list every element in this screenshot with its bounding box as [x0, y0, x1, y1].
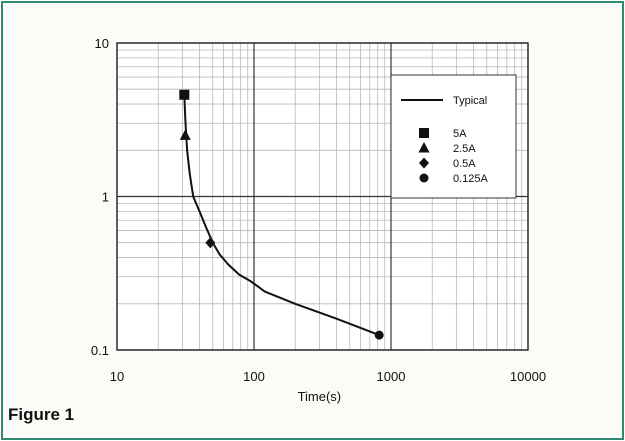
y-tick-label: 1 — [102, 190, 109, 205]
x-tick-label: 100 — [243, 369, 265, 384]
chart-axes — [116, 42, 529, 351]
typical-curve — [183, 94, 380, 337]
marker-0.125A — [374, 330, 384, 340]
marker-5A — [179, 89, 190, 100]
chart-legend: Typical 5A 2.5A 0.5A 0.125A — [390, 74, 517, 199]
legend-label-typical: Typical — [453, 95, 487, 107]
y-tick-label: 10 — [95, 36, 109, 51]
marker-group — [179, 89, 384, 340]
marker-0.5A — [205, 237, 216, 249]
legend-marker-5A — [419, 128, 429, 138]
x-axis-label: Time(s) — [298, 389, 342, 404]
legend-label-2.5A: 2.5A — [453, 143, 476, 155]
legend-box — [390, 74, 517, 199]
figure-label: Figure 1 — [8, 405, 75, 424]
x-tick-label: 1000 — [377, 369, 406, 384]
tick-labels: 10 100 1000 10000 10 1 0.1 — [91, 36, 546, 384]
legend-label-5A: 5A — [453, 128, 467, 140]
x-tick-label: 10 — [110, 369, 124, 384]
legend-marker-0.5A — [419, 157, 429, 169]
marker-2.5A — [179, 129, 191, 140]
legend-label-0.5A: 0.5A — [453, 158, 476, 170]
plot-border — [116, 42, 529, 351]
x-tick-label: 10000 — [510, 369, 546, 384]
legend-label-0.125A: 0.125A — [453, 173, 489, 185]
y-tick-label: 0.1 — [91, 343, 109, 358]
legend-marker-2.5A — [418, 142, 430, 153]
typical-curve-group — [183, 94, 380, 337]
legend-marker-0.125A — [419, 173, 429, 183]
